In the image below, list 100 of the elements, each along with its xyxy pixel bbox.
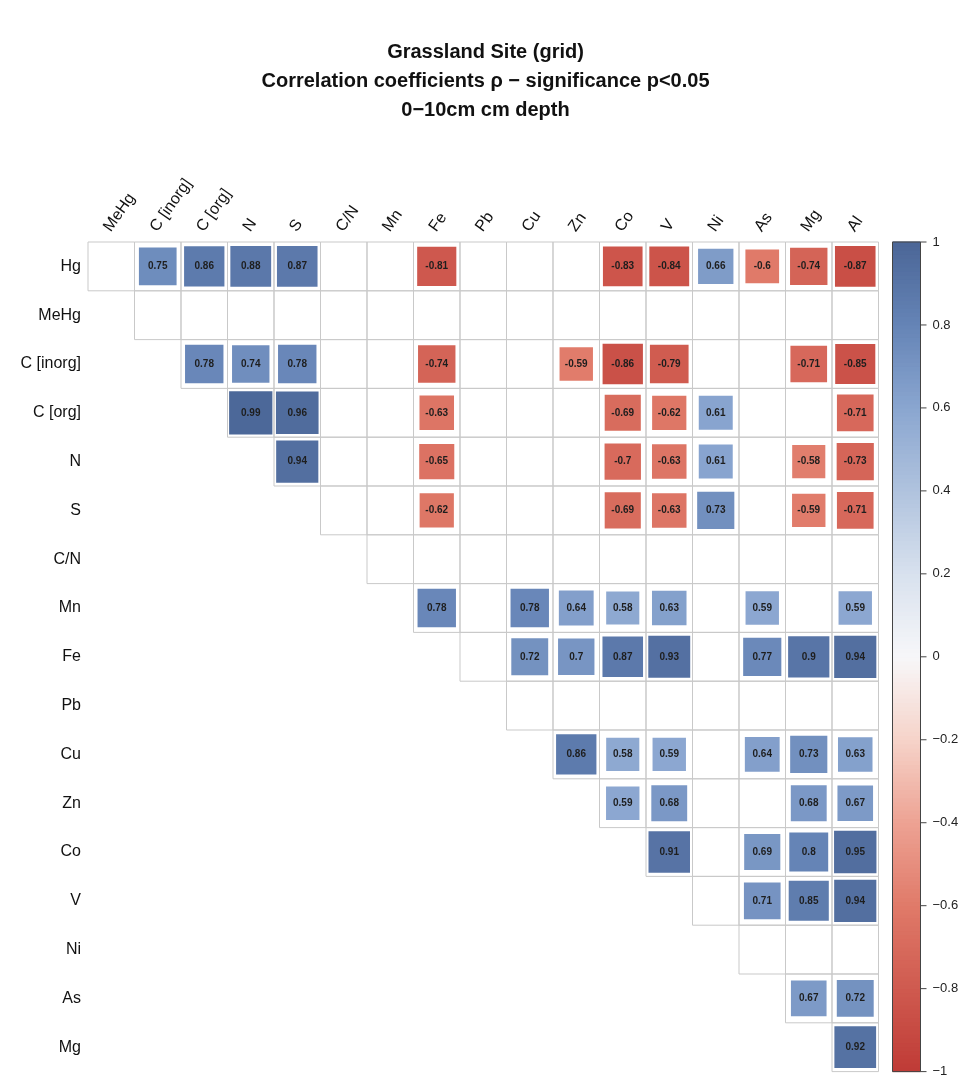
data-label: 0.59 bbox=[659, 748, 680, 760]
data-label: -0.69 bbox=[611, 406, 635, 418]
data-label: -0.69 bbox=[611, 504, 635, 516]
y-tick-label: Mg bbox=[58, 1037, 81, 1055]
data-label: 0.72 bbox=[520, 650, 540, 662]
data-label: 0.91 bbox=[659, 845, 680, 857]
y-tick-label: C [org] bbox=[32, 403, 81, 421]
data-label: 0.78 bbox=[287, 357, 308, 369]
data-label: -0.63 bbox=[657, 504, 682, 516]
data-label: 0.94 bbox=[287, 455, 308, 467]
color-bar-label: −0.2 bbox=[932, 731, 959, 747]
data-label: 0.69 bbox=[752, 845, 773, 857]
data-label: 0.94 bbox=[845, 650, 866, 662]
data-label: 0.72 bbox=[845, 992, 866, 1004]
x-tick-label: V bbox=[657, 215, 678, 235]
data-label: 0.59 bbox=[752, 601, 773, 613]
color-bar-label: 0.8 bbox=[932, 316, 951, 332]
data-label: -0.73 bbox=[843, 455, 868, 467]
data-label: 0.95 bbox=[845, 845, 866, 857]
color-bar-label: 1 bbox=[932, 233, 940, 249]
color-bar-label: 0.6 bbox=[932, 399, 951, 415]
y-tick-label: Mn bbox=[58, 598, 81, 616]
data-label: -0.63 bbox=[425, 406, 449, 418]
data-label: 0.94 bbox=[845, 894, 866, 906]
data-label: 0.59 bbox=[613, 796, 633, 808]
y-tick-label: C/N bbox=[53, 549, 81, 567]
color-bar-label: 0 bbox=[932, 648, 940, 664]
data-label: -0.84 bbox=[657, 260, 682, 272]
data-label: -0.83 bbox=[611, 260, 635, 272]
data-label: 0.58 bbox=[613, 601, 633, 613]
y-tick-label: Hg bbox=[60, 256, 81, 274]
y-tick-label: Co bbox=[60, 842, 82, 860]
data-label: 0.68 bbox=[799, 796, 819, 808]
y-tick-label: Ni bbox=[65, 940, 81, 958]
data-label: 0.75 bbox=[148, 260, 168, 272]
data-label: -0.59 bbox=[564, 357, 589, 369]
data-label: -0.74 bbox=[425, 357, 449, 369]
y-tick-label: Cu bbox=[60, 744, 81, 762]
data-label: 0.88 bbox=[241, 260, 261, 272]
data-label: 0.73 bbox=[799, 748, 819, 760]
color-bar-label: −0.4 bbox=[932, 814, 959, 830]
data-label: 0.66 bbox=[706, 260, 726, 272]
data-label: 0.85 bbox=[799, 894, 819, 906]
data-label: 0.96 bbox=[287, 406, 308, 418]
data-label: 0.64 bbox=[752, 748, 773, 760]
y-tick-label: As bbox=[62, 988, 81, 1006]
data-label: -0.65 bbox=[425, 455, 449, 467]
data-label: 0.58 bbox=[613, 748, 633, 760]
data-label: 0.9 bbox=[801, 650, 817, 662]
data-label: -0.81 bbox=[425, 260, 449, 272]
data-label: 0.86 bbox=[194, 260, 215, 272]
data-label: 0.78 bbox=[520, 601, 540, 613]
x-tick-label: S bbox=[285, 215, 306, 235]
data-label: -0.7 bbox=[614, 455, 632, 467]
chart-title: Grassland Site (grid) Correlation coefficients ρ − significance p<0.05 0−10cm cm depth bbox=[261, 39, 710, 120]
color-bar-label: −0.8 bbox=[932, 980, 959, 996]
y-tick-label: Fe bbox=[62, 647, 82, 665]
data-label: -0.79 bbox=[657, 357, 682, 369]
y-tick-label: Zn bbox=[62, 793, 81, 811]
data-label: 0.77 bbox=[752, 650, 773, 662]
y-tick-label: S bbox=[70, 500, 81, 518]
data-label: 0.67 bbox=[799, 992, 819, 1004]
y-tick-label: C [inorg] bbox=[20, 354, 81, 372]
data-label: 0.78 bbox=[427, 601, 447, 613]
data-label: -0.71 bbox=[843, 504, 868, 516]
x-tick-label: Ni bbox=[703, 212, 727, 235]
data-label: -0.87 bbox=[843, 260, 868, 272]
data-label: 0.86 bbox=[566, 748, 587, 760]
data-label: -0.6 bbox=[753, 260, 772, 272]
data-label: 0.64 bbox=[566, 601, 587, 613]
data-label: 0.59 bbox=[845, 601, 866, 613]
data-label: -0.58 bbox=[797, 455, 821, 467]
data-label: -0.71 bbox=[843, 406, 868, 418]
y-tick-label: V bbox=[70, 891, 82, 909]
data-label: -0.59 bbox=[797, 504, 821, 516]
x-tick-label: Mg bbox=[796, 206, 824, 235]
x-tick-label: Al bbox=[843, 212, 866, 235]
data-label: -0.86 bbox=[611, 357, 635, 369]
data-label: 0.8 bbox=[801, 845, 817, 857]
data-label: 0.63 bbox=[659, 601, 680, 613]
x-tick-label: Mn bbox=[378, 206, 406, 235]
color-bar-label: 0.2 bbox=[932, 565, 951, 581]
x-tick-label: As bbox=[750, 209, 776, 235]
data-label: 0.7 bbox=[569, 650, 584, 662]
data-label: 0.61 bbox=[706, 455, 726, 467]
y-tick-label: Pb bbox=[61, 696, 82, 714]
color-bar-label: −0.6 bbox=[932, 897, 959, 913]
y-tick-label: N bbox=[69, 452, 81, 470]
data-label: 0.87 bbox=[287, 260, 308, 272]
data-label: 0.71 bbox=[752, 894, 773, 906]
data-label: -0.62 bbox=[657, 406, 682, 418]
data-label: 0.74 bbox=[241, 357, 261, 369]
data-label: 0.99 bbox=[241, 406, 261, 418]
data-label: 0.63 bbox=[845, 748, 866, 760]
x-tick-label: Fe bbox=[424, 209, 450, 235]
data-label: 0.93 bbox=[659, 650, 680, 662]
x-tick-label: Cu bbox=[517, 207, 544, 235]
data-label: 0.87 bbox=[613, 650, 633, 662]
data-label: -0.62 bbox=[425, 504, 449, 516]
color-bar-label: −1 bbox=[932, 1063, 948, 1079]
